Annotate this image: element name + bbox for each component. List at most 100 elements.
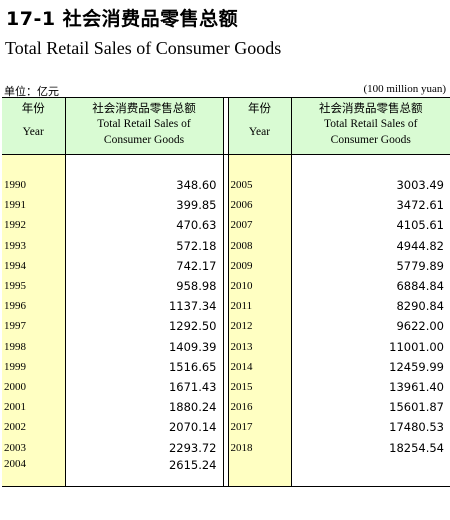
column-separator	[222, 397, 229, 418]
column-separator	[222, 376, 229, 398]
value-cell: 1292.50	[64, 316, 223, 337]
table-row: 1998 1409.39 2013 11001.00	[2, 336, 450, 357]
table-row: 1996 1137.34 2011 8290.84	[2, 296, 450, 317]
retail-sales-table: 年份 Year 社会消费品零售总额 Total Retail Sales of …	[2, 97, 450, 487]
year-cell: 1994	[2, 255, 65, 276]
year-cell: 1995	[2, 275, 65, 297]
value-cell: 742.17	[64, 255, 223, 276]
title-english: Total Retail Sales of Consumer Goods	[5, 38, 282, 58]
year-cell: 2004	[2, 457, 65, 487]
header-value-en-line1: Total Retail Sales of	[324, 118, 418, 130]
table-row: 2002 2070.14 2017 17480.53	[2, 417, 450, 438]
year-cell: 1999	[2, 356, 65, 377]
header-value-cn: 社会消费品零售总额	[319, 101, 423, 115]
header-year-en: Year	[248, 126, 271, 138]
table-row: 1995 958.98 2010 6884.84	[2, 275, 450, 297]
year-cell: 2003	[2, 437, 65, 458]
value-cell: 1516.65	[64, 356, 223, 377]
header-value-en-line2: Consumer Goods	[103, 134, 185, 146]
year-cell: 2015	[228, 376, 291, 398]
column-separator	[222, 175, 229, 196]
column-separator	[222, 195, 229, 216]
year-cell: 1992	[2, 215, 65, 236]
year-cell: 1991	[2, 195, 65, 216]
unit-label-english: (100 million yuan)	[363, 83, 447, 95]
year-cell: 1997	[2, 316, 65, 337]
value-cell: 958.98	[64, 275, 223, 297]
title-chinese: 17-1 社会消费品零售总额	[6, 8, 239, 30]
year-cell: 1998	[2, 336, 65, 357]
column-separator	[222, 356, 229, 377]
value-cell: 572.18	[64, 235, 223, 256]
header-value-left: 社会消费品零售总额 Total Retail Sales of Consumer…	[64, 97, 223, 155]
year-cell: 2014	[228, 356, 291, 377]
value-cell: 3003.49	[290, 175, 450, 196]
value-cell: 470.63	[64, 215, 223, 236]
table-row: 2004 2615.24	[2, 457, 450, 487]
value-cell: 18254.54	[290, 437, 450, 458]
table-row: 1993 572.18 2008 4944.82	[2, 235, 450, 256]
column-separator	[222, 437, 229, 458]
header-year-cn: 年份	[248, 101, 271, 115]
value-cell: 15601.87	[290, 397, 450, 418]
value-cell: 11001.00	[290, 336, 450, 357]
year-cell: 2005	[228, 175, 291, 196]
value-cell: 1880.24	[64, 397, 223, 418]
value-cell: 12459.99	[290, 356, 450, 377]
column-separator	[222, 296, 229, 317]
header-year-cn: 年份	[21, 101, 45, 115]
value-cell: 1137.34	[64, 296, 223, 317]
year-cell: 2017	[228, 417, 291, 438]
table-row: 2003 2293.72 2018 18254.54	[2, 437, 450, 458]
year-cell: 1996	[2, 296, 65, 317]
column-separator	[222, 215, 229, 236]
header-value-cn: 社会消费品零售总额	[92, 101, 196, 115]
header-year-en: Year	[22, 126, 44, 138]
year-cell: 2012	[228, 316, 291, 337]
column-separator	[222, 275, 229, 297]
value-cell: 6884.84	[290, 275, 450, 297]
year-cell	[228, 457, 291, 487]
header-value-en-line1: Total Retail Sales of	[97, 118, 191, 130]
value-cell: 13961.40	[290, 376, 450, 398]
value-cell: 399.85	[64, 195, 223, 216]
value-cell: 348.60	[64, 175, 223, 196]
value-cell: 1671.43	[64, 376, 223, 398]
year-cell: 2009	[228, 255, 291, 276]
year-cell: 2001	[2, 397, 65, 418]
year-cell: 2007	[228, 215, 291, 236]
table-row: 1999 1516.65 2014 12459.99	[2, 356, 450, 377]
table-row: 1991 399.85 2006 3472.61	[2, 195, 450, 216]
column-separator	[222, 235, 229, 256]
value-cell: 2293.72	[64, 437, 223, 458]
value-cell: 5779.89	[290, 255, 450, 276]
value-cell: 1409.39	[64, 336, 223, 357]
year-cell: 1993	[2, 235, 65, 256]
year-cell: 2016	[228, 397, 291, 418]
column-separator	[222, 457, 229, 487]
column-separator	[222, 316, 229, 337]
header-value-right: 社会消费品零售总额 Total Retail Sales of Consumer…	[290, 97, 450, 155]
table-header-row: 年份 Year 社会消费品零售总额 Total Retail Sales of …	[2, 97, 450, 155]
column-separator	[222, 255, 229, 276]
year-cell: 2008	[228, 235, 291, 256]
year-cell: 2011	[228, 296, 291, 317]
value-cell: 4944.82	[290, 235, 450, 256]
column-separator	[222, 336, 229, 357]
table-row: 1990 348.60 2005 3003.49	[2, 175, 450, 196]
header-value-en-line2: Consumer Goods	[330, 134, 411, 146]
year-cell: 2013	[228, 336, 291, 357]
year-cell: 2000	[2, 376, 65, 398]
unit-label-chinese: 单位：亿元	[4, 85, 59, 98]
year-cell: 2010	[228, 275, 291, 297]
value-cell: 17480.53	[290, 417, 450, 438]
table-row: 2001 1880.24 2016 15601.87	[2, 397, 450, 418]
year-cell: 2018	[228, 437, 291, 458]
year-cell: 2006	[228, 195, 291, 216]
value-cell: 2070.14	[64, 417, 223, 438]
value-cell: 4105.61	[290, 215, 450, 236]
column-separator	[222, 417, 229, 438]
table-row: 1992 470.63 2007 4105.61	[2, 215, 450, 236]
year-cell: 2002	[2, 417, 65, 438]
header-year-right: 年份 Year	[228, 97, 291, 155]
